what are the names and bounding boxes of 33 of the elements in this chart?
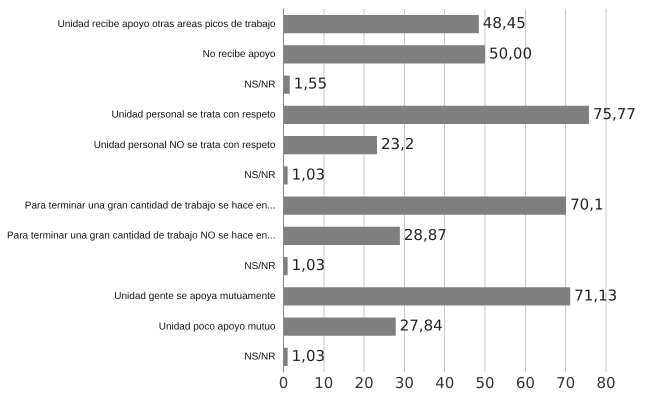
y-tick-label: Unidad poco apoyo mutuo — [158, 321, 276, 332]
data-label: 1,03 — [292, 346, 326, 365]
x-tick-label: 10 — [314, 374, 334, 392]
data-label: 28,87 — [404, 226, 447, 244]
x-tick-label: 70 — [556, 374, 576, 392]
y-tick-label: Unidad personal se trata con respeto — [111, 110, 276, 121]
data-label: 23,2 — [381, 135, 414, 154]
y-tick-label: NS/NR — [244, 352, 276, 363]
data-label: 70,1 — [570, 196, 604, 214]
x-tick-label: 20 — [354, 374, 374, 392]
y-tick-label: No recibe apoyo — [202, 49, 276, 60]
y-tick-label: Para terminar una gran cantidad de trabajo NO se hace en... — [6, 230, 276, 242]
data-label: 50,00 — [489, 44, 532, 62]
y-tick-label: Para terminar una gran cantidad de trabajo se hace en... — [24, 200, 276, 212]
y-tick-label: Unidad personal NO se trata con respeto — [94, 140, 276, 151]
y-tick-label: NS/NR — [244, 79, 276, 90]
data-label: 71,13 — [574, 286, 618, 304]
x-tick-label: 0 — [278, 374, 288, 392]
y-tick-label: NS/NR — [244, 170, 276, 182]
data-label: 48,45 — [482, 14, 526, 32]
data-label: 1,03 — [292, 256, 326, 274]
y-tick-label: Unidad gente se apoya mutuamente — [114, 291, 276, 302]
data-label: 27,84 — [400, 316, 443, 335]
y-tick-label: Unidad recibe apoyo otras areas picos de trabajo — [58, 18, 276, 30]
data-label: 1,55 — [294, 74, 328, 93]
x-tick-label: 60 — [516, 374, 535, 392]
y-tick-label: NS/NR — [244, 260, 276, 272]
x-tick-label: 80 — [596, 374, 616, 392]
x-tick-label: 30 — [394, 374, 414, 392]
x-tick-label: 40 — [435, 374, 454, 392]
x-tick-label: 50 — [476, 374, 495, 392]
data-label: 75,77 — [592, 104, 636, 123]
data-label: 1,03 — [292, 165, 326, 184]
